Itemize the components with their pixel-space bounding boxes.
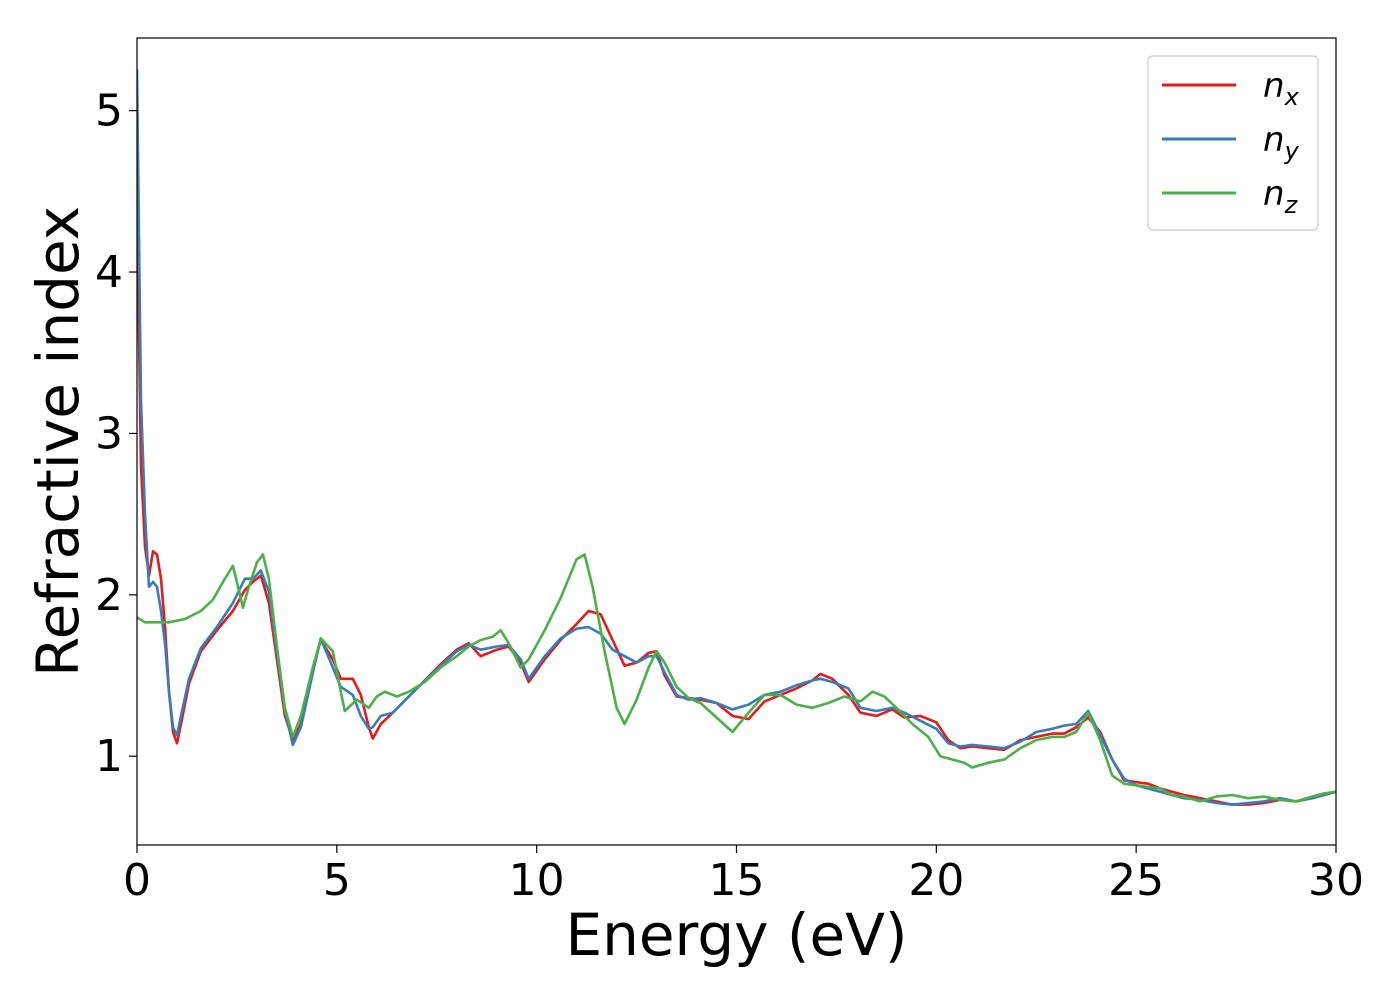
y-tick-label: 5 [95, 86, 123, 137]
x-tick-label: 15 [709, 855, 765, 906]
x-axis-label: Energy (eV) [565, 901, 907, 969]
x-tick-label: 0 [123, 855, 151, 906]
series-line-y [137, 69, 1336, 806]
x-axis: 0 5 10 15 20 25 30 [123, 845, 1364, 906]
x-tick-label: 25 [1108, 855, 1164, 906]
y-axis: 1 2 3 4 5 [95, 86, 137, 782]
y-tick-label: 4 [95, 247, 123, 298]
series-lines [137, 69, 1336, 806]
y-tick-label: 1 [95, 731, 123, 782]
y-axis-label: Refractive index [24, 206, 92, 677]
x-tick-label: 5 [323, 855, 351, 906]
legend: nx ny nz [1147, 55, 1319, 231]
x-tick-label: 20 [908, 855, 964, 906]
legend-label-x: nx [1263, 66, 1300, 111]
y-tick-label: 2 [95, 570, 123, 621]
series-line-z [137, 553, 1336, 803]
legend-label-y: ny [1263, 120, 1300, 165]
y-tick-label: 3 [95, 408, 123, 459]
x-tick-label: 10 [509, 855, 565, 906]
x-tick-label: 30 [1308, 855, 1364, 906]
legend-label-z: nz [1263, 174, 1299, 219]
series-line-x [137, 190, 1336, 806]
legend-box [1147, 55, 1319, 231]
